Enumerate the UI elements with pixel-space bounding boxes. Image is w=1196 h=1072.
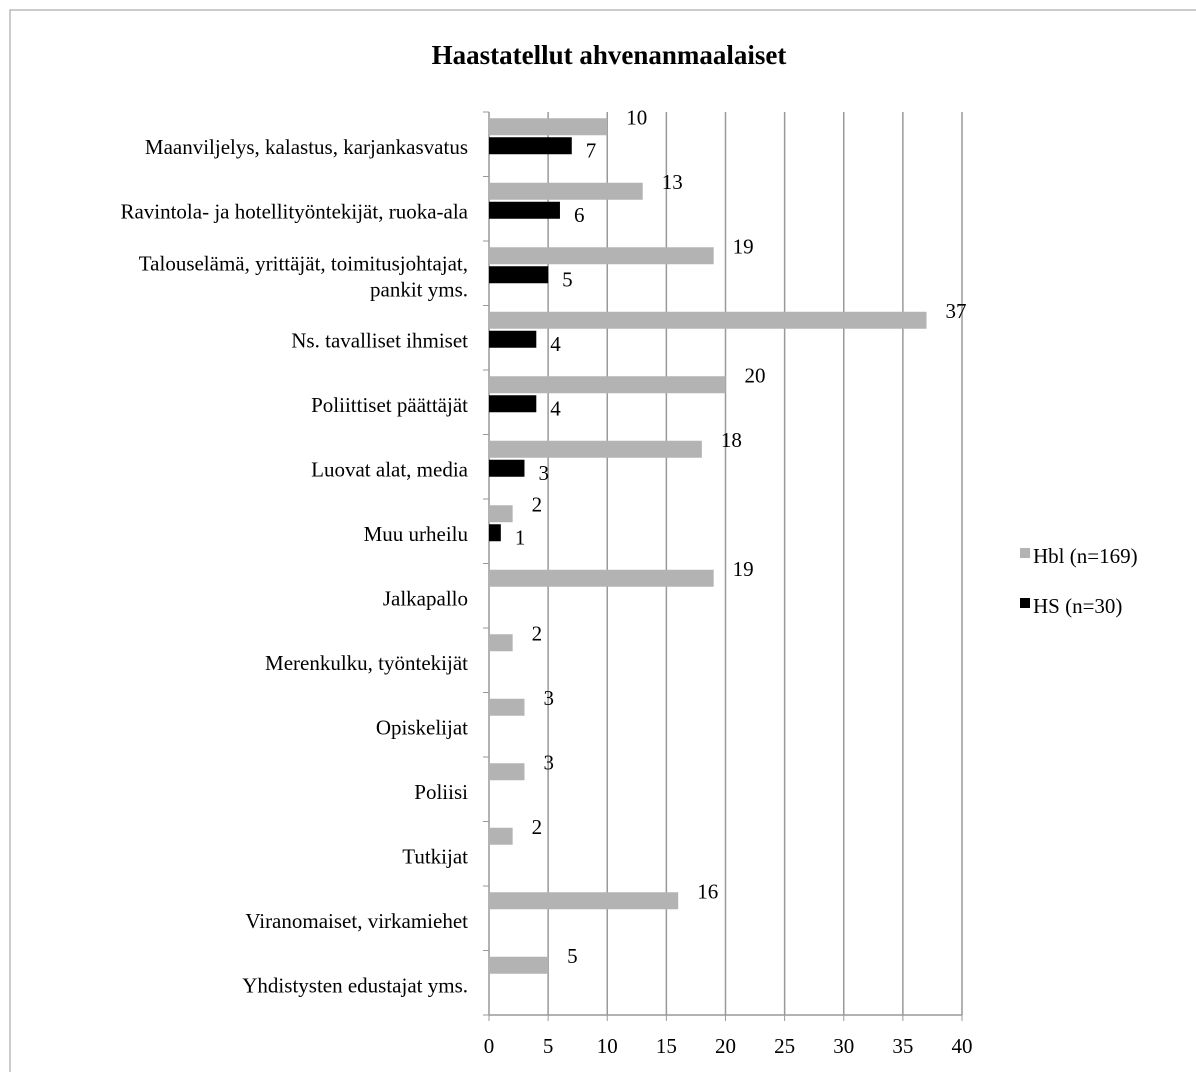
data-label: 5 bbox=[567, 944, 578, 968]
y-tick-label: Muu urheilu bbox=[364, 522, 469, 546]
y-tick-label: Luovat alat, media bbox=[311, 458, 469, 482]
data-label: 7 bbox=[586, 139, 597, 163]
y-tick-label: Poliittiset päättäjät bbox=[311, 393, 468, 417]
x-tick-label: 20 bbox=[715, 1034, 736, 1058]
bar bbox=[489, 956, 549, 974]
bar bbox=[489, 182, 643, 200]
y-tick-label: Merenkulku, työntekijät bbox=[265, 651, 468, 675]
y-tick-label: Maanviljelys, kalastus, karjankasvatus bbox=[145, 135, 468, 159]
data-label: 20 bbox=[745, 364, 766, 388]
data-label: 4 bbox=[550, 397, 561, 421]
bar bbox=[489, 330, 537, 348]
bar bbox=[489, 524, 501, 542]
x-tick-label: 40 bbox=[952, 1034, 973, 1058]
x-tick-label: 30 bbox=[833, 1034, 854, 1058]
bar bbox=[489, 459, 525, 477]
data-label: 37 bbox=[946, 299, 967, 323]
y-tick-label: Ravintola- ja hotellityöntekijät, ruoka-… bbox=[120, 200, 468, 224]
chart-title: Haastatellut ahvenanmaalaiset bbox=[432, 40, 787, 70]
y-tick-label: Opiskelijat bbox=[376, 716, 468, 740]
data-label: 19 bbox=[733, 557, 754, 581]
bar bbox=[489, 266, 549, 284]
data-label: 2 bbox=[532, 493, 543, 517]
x-tick-label: 25 bbox=[774, 1034, 795, 1058]
legend-swatch bbox=[1020, 548, 1030, 558]
bar bbox=[489, 763, 525, 781]
bar bbox=[489, 118, 608, 136]
data-label: 3 bbox=[543, 751, 554, 775]
legend-swatch bbox=[1020, 598, 1030, 608]
bar bbox=[489, 892, 679, 910]
data-label: 6 bbox=[574, 203, 585, 227]
bar bbox=[489, 505, 513, 523]
legend-label: Hbl (n=169) bbox=[1033, 544, 1138, 568]
bar bbox=[489, 311, 927, 329]
data-label: 16 bbox=[697, 880, 718, 904]
bar bbox=[489, 247, 714, 265]
data-label: 2 bbox=[532, 622, 543, 646]
data-label: 13 bbox=[662, 170, 683, 194]
x-tick-label: 10 bbox=[597, 1034, 618, 1058]
bar bbox=[489, 569, 714, 587]
x-tick-label: 0 bbox=[484, 1034, 495, 1058]
x-tick-label: 35 bbox=[892, 1034, 913, 1058]
data-label: 10 bbox=[626, 106, 647, 130]
y-tick-label: Talouselämä, yrittäjät, toimitusjohtajat… bbox=[139, 251, 468, 301]
y-tick-label: Viranomaiset, virkamiehet bbox=[245, 909, 468, 933]
data-label: 3 bbox=[538, 461, 549, 485]
legend-label: HS (n=30) bbox=[1033, 594, 1122, 618]
x-tick-label: 15 bbox=[656, 1034, 677, 1058]
bar bbox=[489, 827, 513, 845]
chart-border bbox=[9, 9, 1196, 1072]
y-tick-label: Yhdistysten edustajat yms. bbox=[242, 974, 468, 998]
bar bbox=[489, 698, 525, 716]
y-tick-label: Poliisi bbox=[414, 780, 468, 804]
data-label: 4 bbox=[550, 332, 561, 356]
data-label: 18 bbox=[721, 428, 742, 452]
y-tick-label: Jalkapallo bbox=[383, 587, 468, 611]
bar bbox=[489, 137, 572, 155]
bar bbox=[489, 376, 726, 394]
bar bbox=[489, 634, 513, 652]
x-tick-label: 5 bbox=[543, 1034, 554, 1058]
data-label: 1 bbox=[515, 526, 526, 550]
data-label: 5 bbox=[562, 268, 573, 292]
data-label: 19 bbox=[733, 235, 754, 259]
data-label: 3 bbox=[543, 686, 554, 710]
bar bbox=[489, 440, 702, 458]
bar bbox=[489, 395, 537, 413]
y-tick-label: Tutkijat bbox=[402, 845, 468, 869]
y-tick-label: Ns. tavalliset ihmiset bbox=[291, 329, 468, 353]
data-label: 2 bbox=[532, 815, 543, 839]
bar bbox=[489, 201, 560, 219]
